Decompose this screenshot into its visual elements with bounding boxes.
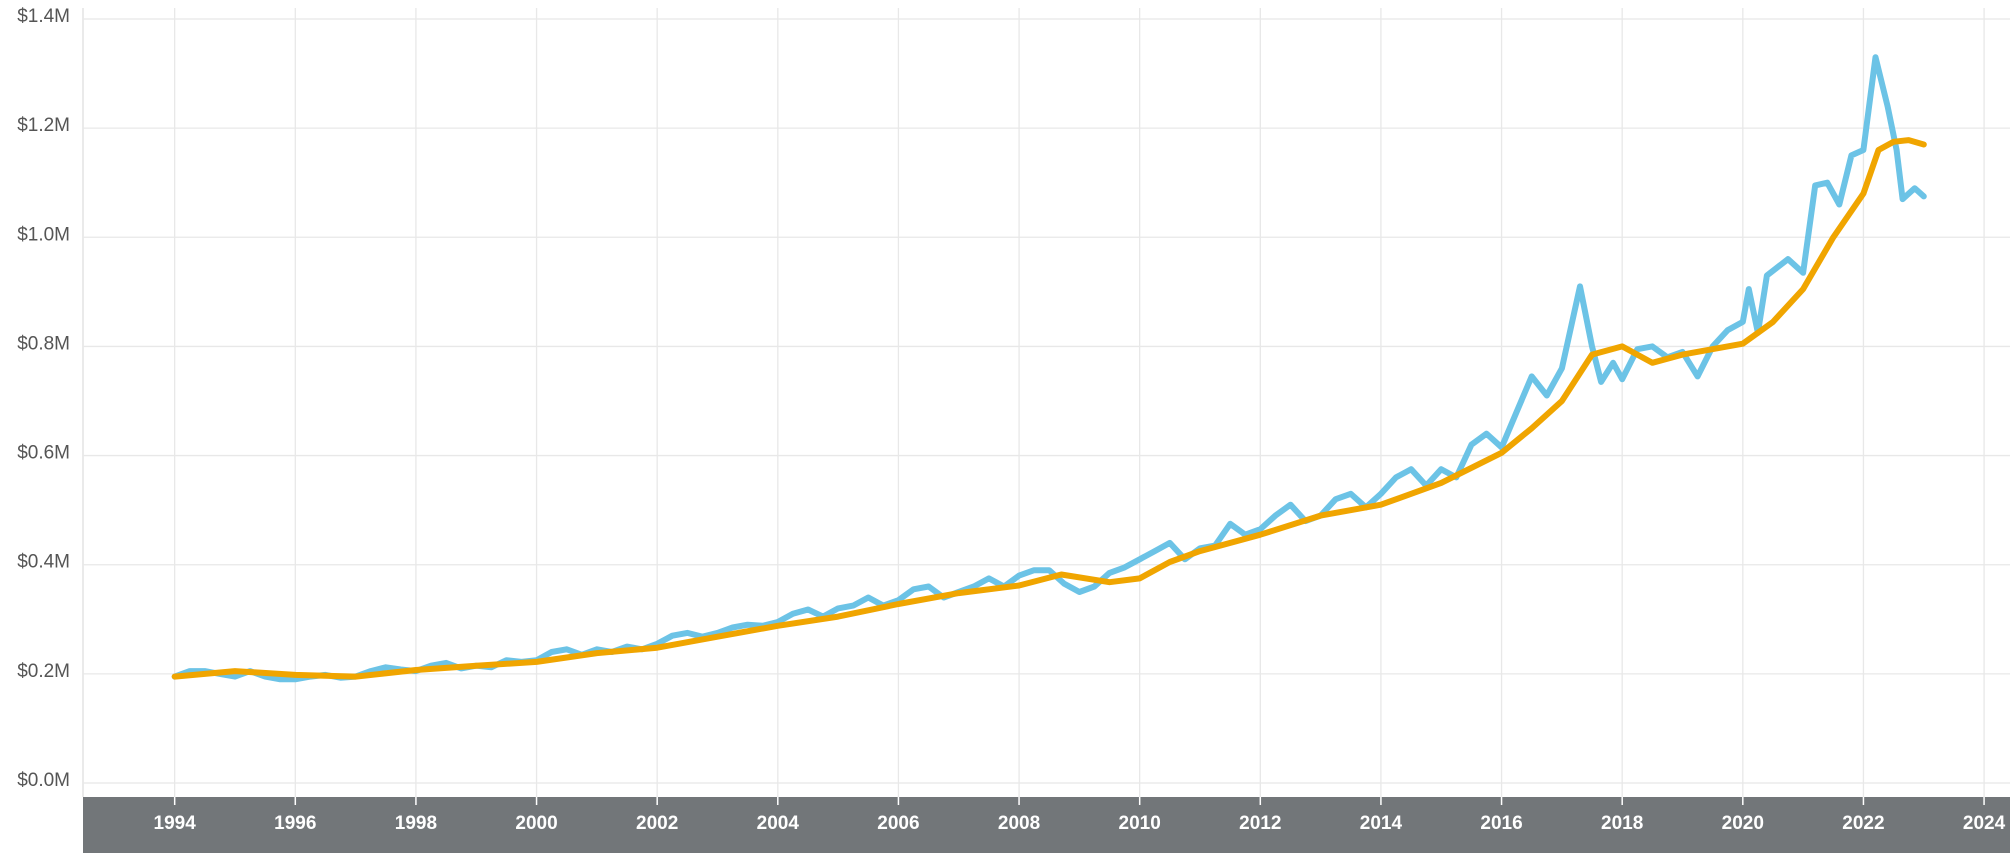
x-tick-label: 2000 <box>515 813 557 834</box>
x-tick-label: 1998 <box>395 813 437 834</box>
x-tick-label: 2016 <box>1480 813 1522 834</box>
y-tick-label: $0.0M <box>17 770 70 791</box>
y-tick-label: $0.2M <box>17 661 70 682</box>
x-tick-label: 2014 <box>1360 813 1403 834</box>
series-line <box>171 54 1927 683</box>
x-tick-label: 2010 <box>1119 813 1161 834</box>
x-tick-label: 2024 <box>1963 813 2006 834</box>
y-tick-label: $0.4M <box>17 552 70 573</box>
x-axis-band <box>83 797 2010 853</box>
y-tick-label: $1.4M <box>17 6 70 27</box>
y-tick-label: $1.0M <box>17 224 70 245</box>
y-tick-label: $1.2M <box>17 115 70 136</box>
x-tick-label: 2002 <box>636 813 678 834</box>
series-line <box>171 137 1927 680</box>
x-tick-label: 1996 <box>274 813 316 834</box>
x-tick-label: 2012 <box>1239 813 1281 834</box>
x-tick-label: 2006 <box>877 813 919 834</box>
y-tick-label: $0.6M <box>17 443 70 464</box>
x-tick-label: 2008 <box>998 813 1040 834</box>
x-tick-label: 2022 <box>1842 813 1884 834</box>
x-tick-label: 2004 <box>757 813 800 834</box>
y-tick-label: $0.8M <box>17 333 70 354</box>
x-tick-label: 2018 <box>1601 813 1643 834</box>
x-tick-label: 2020 <box>1722 813 1764 834</box>
x-tick-label: 1994 <box>154 813 197 834</box>
